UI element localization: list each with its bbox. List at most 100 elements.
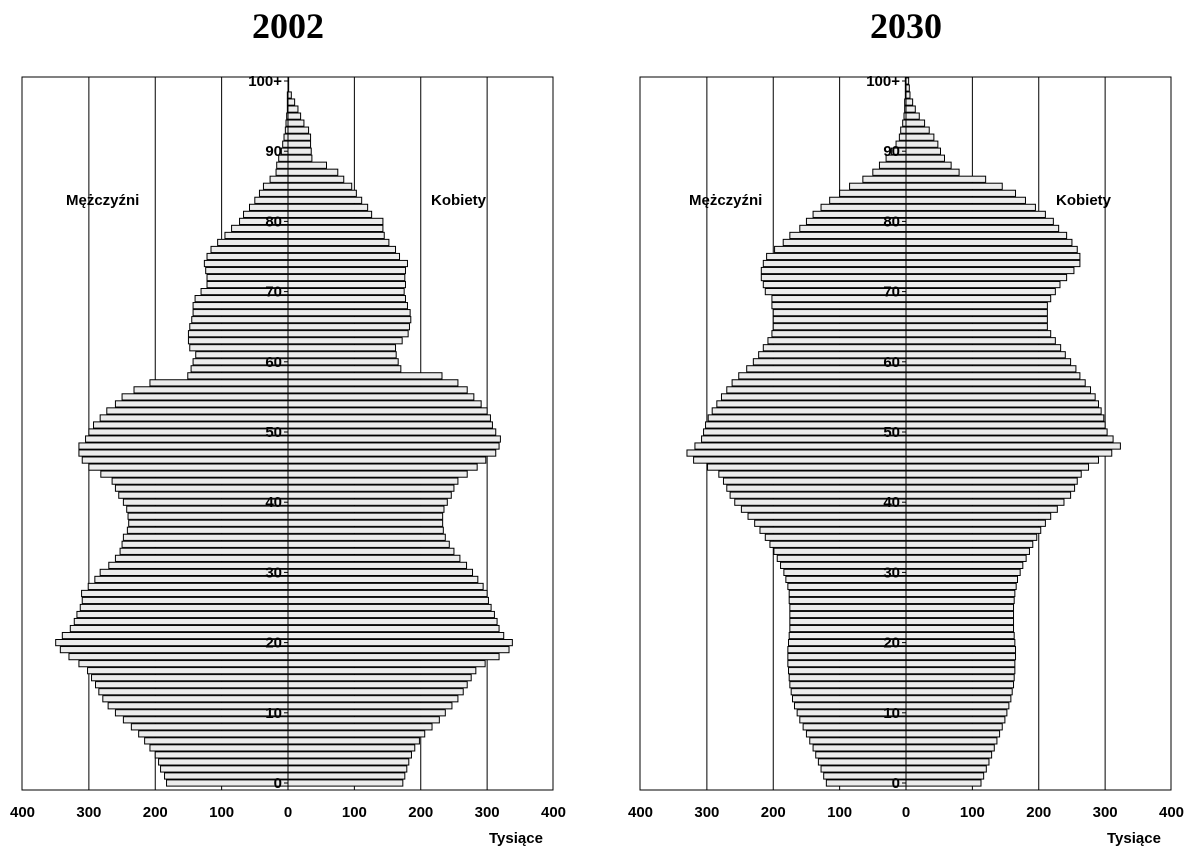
bar-men [282, 140, 289, 148]
bar-women [905, 709, 1008, 717]
bar-men [95, 681, 289, 689]
bar-men [121, 540, 289, 548]
bar-men [716, 400, 907, 408]
bar-women [905, 112, 920, 120]
bar-women [905, 414, 1105, 422]
x-tick-label: 100 [827, 804, 852, 821]
bar-men [760, 273, 907, 282]
bar-women [287, 273, 406, 282]
right-label-women: Kobiety [431, 192, 487, 209]
bar-men [192, 309, 289, 317]
bar-women [287, 442, 500, 450]
bar-women [287, 498, 448, 506]
bar-men [149, 379, 289, 387]
bar-women [905, 217, 1054, 226]
bar-women [287, 154, 313, 162]
bar-men [119, 547, 289, 555]
bar-women [905, 519, 1046, 527]
bar-women [905, 582, 1017, 591]
bar-women [905, 667, 1016, 675]
bar-women [905, 365, 1077, 373]
bar-women [905, 716, 1006, 724]
bar-men [91, 674, 289, 682]
bar-men [764, 533, 907, 541]
bar-women [287, 224, 384, 233]
bar-women [287, 477, 459, 485]
bar-men [718, 470, 907, 478]
bar-women [287, 681, 468, 689]
bar-women [287, 470, 468, 478]
bar-men [102, 695, 289, 703]
bar-men [118, 491, 289, 499]
bar-women [287, 358, 399, 366]
bar-women [287, 196, 363, 204]
age-tick-label: 0 [892, 775, 900, 792]
bar-men [133, 386, 289, 394]
bar-men [108, 561, 289, 569]
bar-women [905, 449, 1113, 457]
bar-women [287, 421, 493, 429]
age-tick-label: 80 [265, 213, 282, 230]
bar-men [130, 723, 289, 731]
bar-women [287, 624, 500, 633]
bar-women [905, 182, 1003, 190]
bar-women [905, 456, 1099, 464]
bar-men [122, 533, 289, 541]
bar-women [905, 337, 1056, 345]
bar-men [686, 449, 907, 457]
bar-women [287, 393, 475, 401]
bar-men [771, 330, 907, 338]
bar-women [905, 695, 1012, 703]
bar-women [287, 133, 312, 141]
bar-women [287, 582, 484, 591]
bar-men [187, 372, 289, 380]
bar-women [905, 596, 1015, 605]
bar-men [720, 393, 907, 401]
bar-women [905, 175, 987, 183]
bar-men [790, 688, 907, 696]
x-tick-label: 300 [475, 804, 500, 821]
bar-women [905, 702, 1010, 710]
bar-women [905, 245, 1078, 254]
bar-men [149, 744, 289, 752]
bar-women [905, 442, 1121, 450]
bar-women [287, 302, 408, 310]
bar-women [905, 512, 1052, 520]
bar-men [224, 231, 289, 240]
bar-men [276, 161, 289, 169]
chart-title: 2030 [870, 6, 942, 46]
bar-men [164, 772, 289, 780]
bar-men [128, 519, 289, 527]
bar-men [789, 610, 907, 619]
bar-women [287, 463, 478, 471]
bar-women [905, 639, 1016, 647]
bar-men [254, 196, 289, 204]
age-tick-label: 50 [883, 424, 900, 441]
bar-women [905, 758, 990, 766]
bar-men [878, 161, 907, 169]
bar-men [774, 245, 907, 254]
bar-women [287, 702, 453, 710]
bar-women [905, 526, 1042, 534]
bar-men [249, 203, 289, 211]
age-tick-label: 100+ [866, 73, 900, 90]
x-axis-unit: Tysiące [489, 830, 543, 847]
bar-women [905, 624, 1015, 633]
bar-women [287, 435, 501, 443]
bar-women [905, 147, 942, 155]
bar-men [189, 323, 289, 331]
bar-women [287, 337, 403, 345]
bar-women [287, 596, 489, 605]
bar-men [99, 414, 289, 422]
x-tick-label: 0 [902, 804, 910, 821]
age-tick-label: 10 [265, 705, 282, 722]
bar-men [762, 344, 907, 352]
bar-men [81, 589, 289, 598]
bar-men [189, 344, 289, 352]
x-tick-label: 100 [342, 804, 367, 821]
bar-men [787, 582, 907, 591]
bar-women [905, 589, 1016, 598]
bar-men [693, 456, 907, 464]
bar-men [762, 259, 907, 268]
